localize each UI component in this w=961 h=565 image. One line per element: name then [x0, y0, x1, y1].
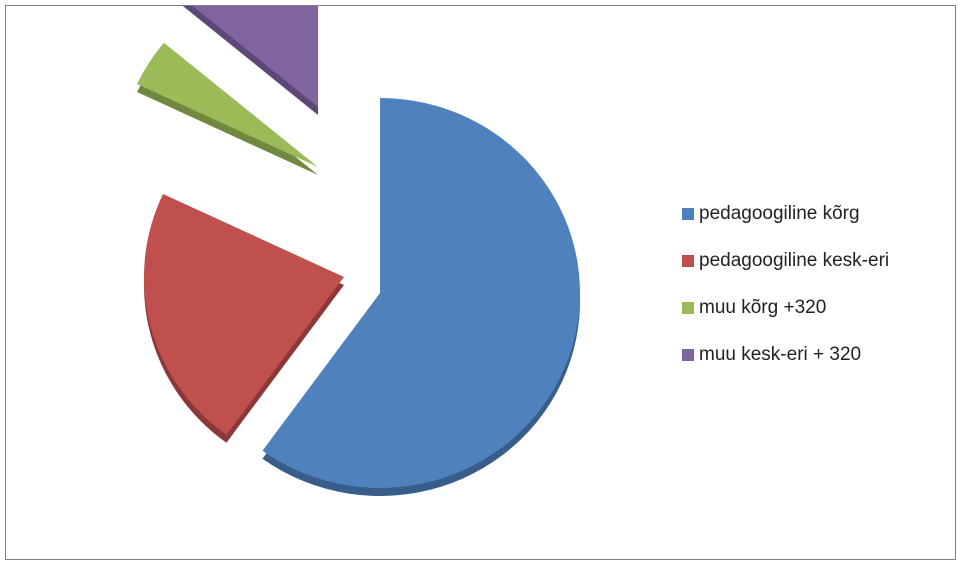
pie-slice	[137, 42, 318, 167]
legend: pedagoogiline kõrg pedagoogiline kesk-er…	[682, 202, 952, 390]
legend-item-muu-korg: muu kõrg +320	[682, 296, 952, 320]
legend-swatch	[682, 255, 694, 267]
legend-label: muu kesk-eri + 320	[699, 344, 862, 365]
pie-slice-group	[182, 6, 318, 115]
legend-swatch	[682, 208, 694, 220]
legend-label: muu kõrg +320	[699, 297, 827, 318]
legend-label: pedagoogiline kesk-eri	[699, 250, 890, 271]
pie-slice	[143, 193, 344, 435]
pie-slice	[192, 6, 318, 107]
chart-frame: pedagoogiline kõrg pedagoogiline kesk-er…	[5, 5, 956, 560]
legend-item-pedagoogiline-kesk-eri: pedagoogiline kesk-eri	[682, 249, 952, 273]
pie-slice-group	[262, 98, 580, 496]
pie-chart	[137, 6, 580, 496]
legend-swatch	[682, 302, 694, 314]
legend-item-muu-kesk-eri: muu kesk-eri + 320	[682, 343, 952, 367]
pie-slice-group	[137, 42, 318, 175]
pie-slice	[262, 98, 580, 488]
legend-label: pedagoogiline kõrg	[699, 203, 860, 224]
legend-item-pedagoogiline-korg: pedagoogiline kõrg	[682, 202, 952, 226]
pie-slice-group	[143, 193, 344, 443]
legend-swatch	[682, 349, 694, 361]
